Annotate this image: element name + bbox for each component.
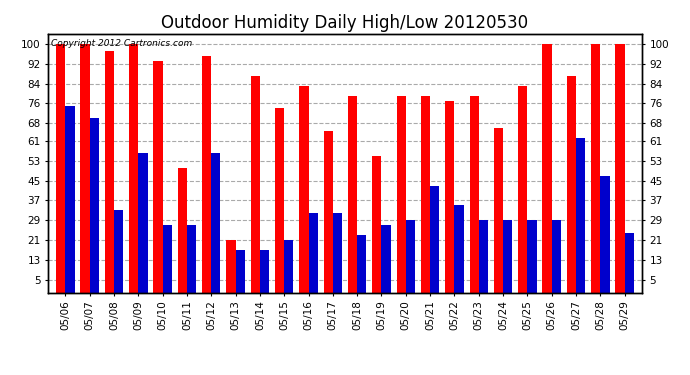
Bar: [406, 220, 415, 292]
Bar: [163, 225, 172, 292]
Bar: [430, 186, 440, 292]
Bar: [600, 176, 609, 292]
Bar: [494, 128, 503, 292]
Bar: [90, 118, 99, 292]
Bar: [591, 44, 600, 292]
Bar: [566, 76, 576, 292]
Bar: [275, 108, 284, 292]
Bar: [250, 76, 260, 292]
Bar: [138, 153, 148, 292]
Text: Copyright 2012 Cartronics.com: Copyright 2012 Cartronics.com: [51, 39, 193, 48]
Bar: [382, 225, 391, 292]
Title: Outdoor Humidity Daily High/Low 20120530: Outdoor Humidity Daily High/Low 20120530: [161, 14, 529, 32]
Bar: [202, 56, 211, 292]
Bar: [479, 220, 488, 292]
Bar: [260, 250, 269, 292]
Bar: [299, 86, 308, 292]
Bar: [308, 213, 318, 292]
Bar: [518, 86, 527, 292]
Bar: [211, 153, 221, 292]
Bar: [576, 138, 585, 292]
Bar: [114, 210, 124, 292]
Bar: [445, 101, 455, 292]
Bar: [153, 61, 163, 292]
Bar: [284, 240, 293, 292]
Bar: [187, 225, 196, 292]
Bar: [372, 156, 382, 292]
Bar: [226, 240, 235, 292]
Bar: [66, 106, 75, 292]
Bar: [129, 44, 138, 292]
Bar: [105, 51, 114, 292]
Bar: [469, 96, 479, 292]
Bar: [455, 206, 464, 292]
Bar: [81, 44, 90, 292]
Bar: [348, 96, 357, 292]
Bar: [624, 233, 634, 292]
Bar: [527, 220, 537, 292]
Bar: [397, 96, 406, 292]
Bar: [235, 250, 245, 292]
Bar: [615, 44, 624, 292]
Bar: [552, 220, 561, 292]
Bar: [542, 44, 552, 292]
Bar: [324, 131, 333, 292]
Bar: [503, 220, 512, 292]
Bar: [421, 96, 430, 292]
Bar: [357, 235, 366, 292]
Bar: [178, 168, 187, 292]
Bar: [333, 213, 342, 292]
Bar: [56, 44, 66, 292]
